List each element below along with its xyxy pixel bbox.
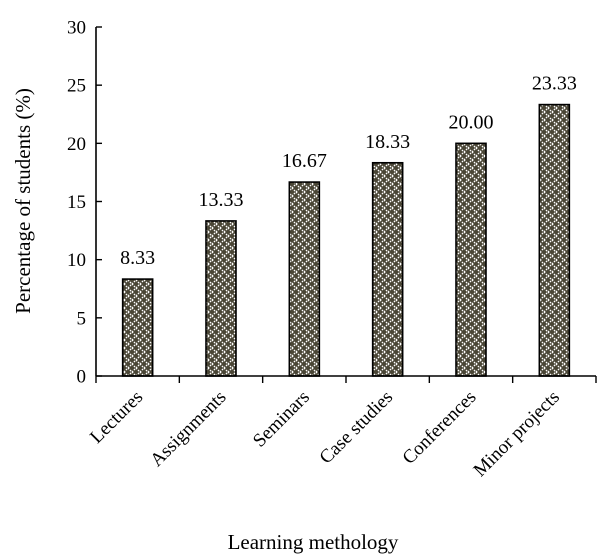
y-tick-label: 0 — [77, 367, 87, 388]
x-category-label: Lectures — [86, 387, 147, 448]
x-category-label: Conferences — [399, 387, 481, 469]
x-category-label: Minor projects — [470, 387, 564, 481]
x-category-label: Assignments — [146, 387, 230, 471]
x-category-label: Seminars — [249, 387, 314, 452]
data-label: 8.33 — [120, 247, 155, 269]
y-tick-label: 30 — [67, 18, 86, 39]
category-labels: Lectures Assignments Seminars Case studies C… — [86, 387, 564, 481]
y-tick-label: 10 — [67, 250, 86, 271]
x-axis-title: Learning methology — [228, 530, 399, 554]
x-category-label: Case studies — [316, 387, 398, 469]
data-labels: 8.33 13.33 16.67 18.33 20.00 23.33 — [120, 73, 577, 270]
y-tick-label: 25 — [67, 76, 86, 97]
bar-case-studies — [371, 161, 404, 377]
data-label: 20.00 — [449, 111, 494, 133]
x-axis-ticks — [95, 376, 597, 383]
bars — [121, 103, 571, 377]
y-tick-label: 20 — [67, 134, 86, 155]
y-tick-label: 5 — [77, 308, 87, 329]
data-label: 23.33 — [532, 73, 577, 95]
y-axis-ticks: 0 5 10 15 20 25 30 — [67, 18, 102, 388]
bar-conferences — [455, 142, 487, 377]
data-label: 13.33 — [199, 189, 244, 211]
data-label: 18.33 — [365, 131, 410, 153]
bar-seminars — [288, 181, 321, 377]
y-tick-label: 15 — [67, 192, 86, 213]
data-label: 16.67 — [282, 150, 327, 172]
y-axis-title: Percentage of students (%) — [11, 88, 35, 314]
bar-minor-projects — [538, 103, 571, 377]
bar-assignments — [205, 220, 237, 377]
bar-lectures — [121, 278, 154, 377]
